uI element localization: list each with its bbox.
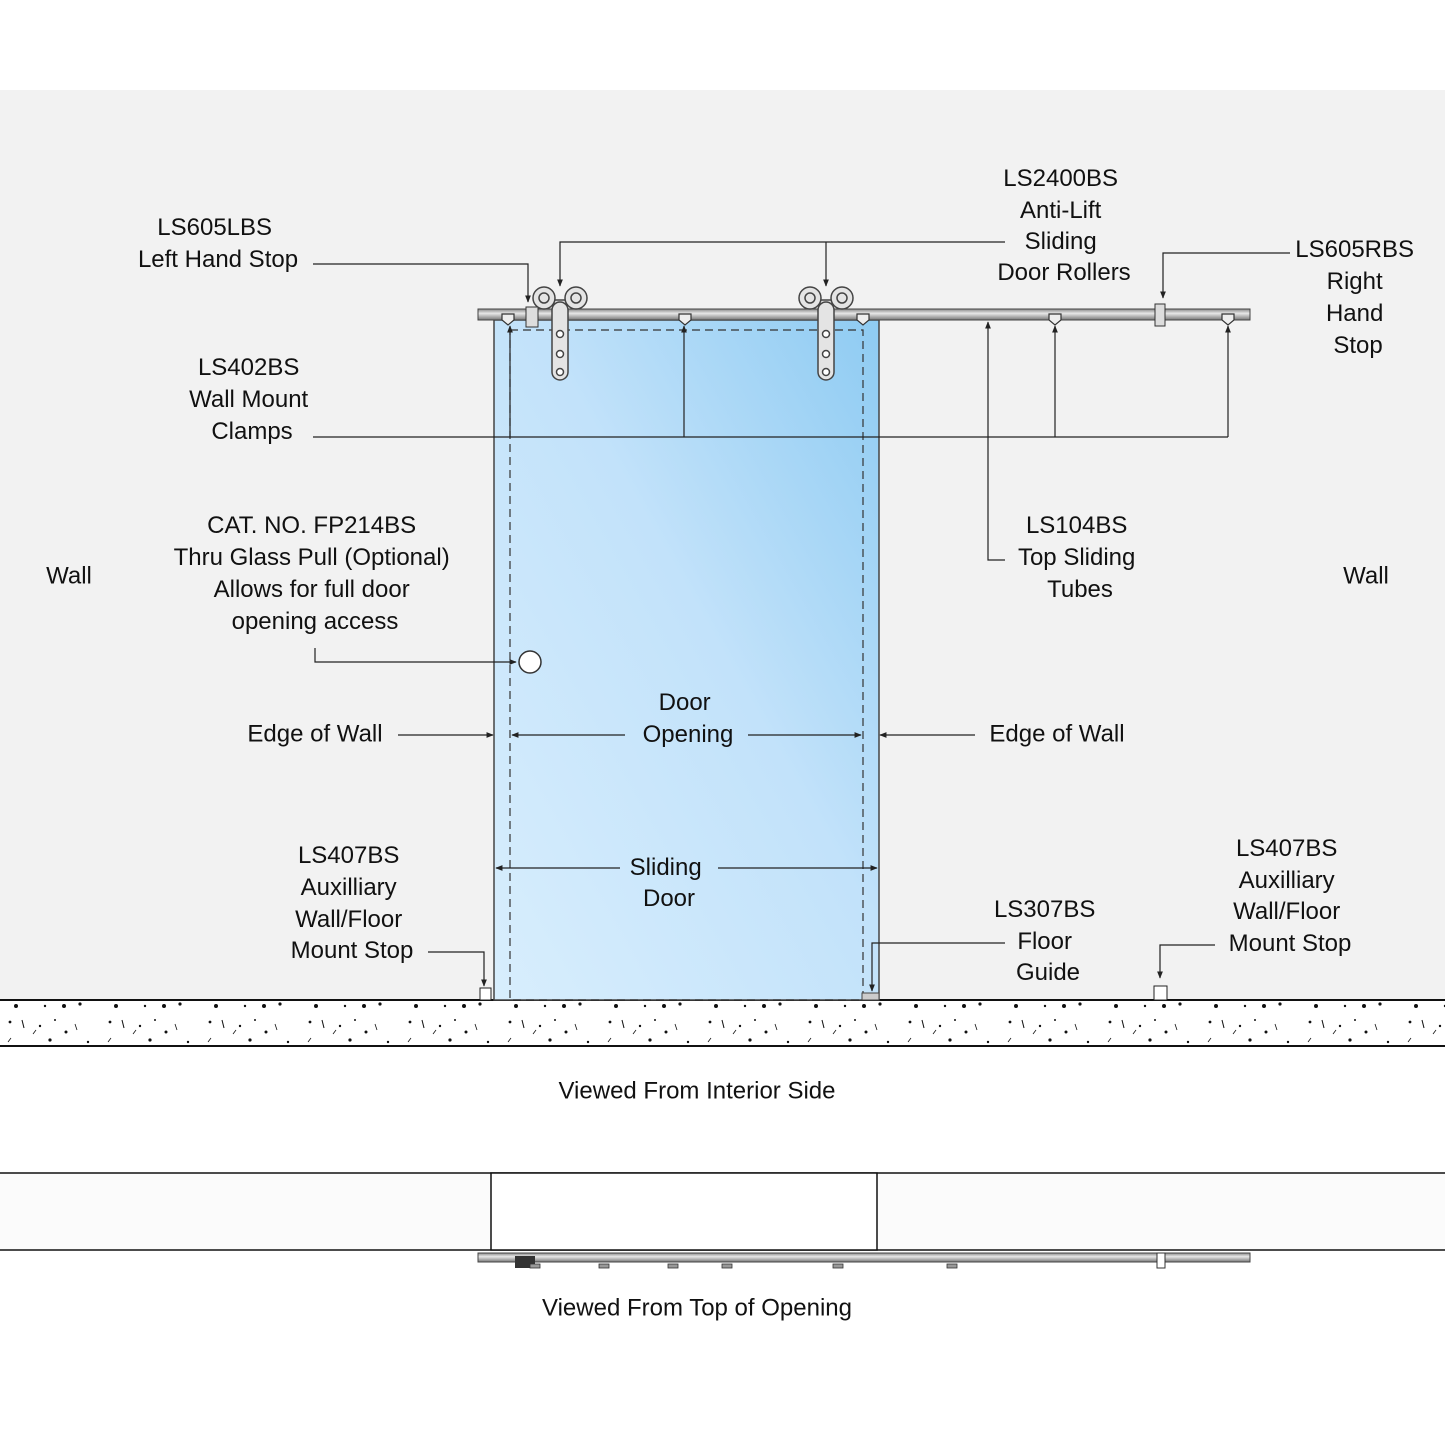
label-edge-of-wall-right: Edge of Wall: [989, 720, 1124, 747]
label-floor-guide: LS307BS Floor Guide: [994, 896, 1102, 986]
left-hand-stop: [525, 306, 539, 328]
door-pull: [518, 650, 542, 674]
label-wall-mount-clamps: LS402BS Wall Mount Clamps: [189, 354, 315, 445]
label-sliding-door: Sliding Door: [630, 854, 709, 912]
roller-right: [798, 286, 854, 381]
floor-guide: [861, 992, 880, 1001]
caption-top-view: Viewed From Top of Opening: [542, 1294, 852, 1321]
right-hand-stop: [1154, 303, 1166, 327]
aux-stop-left: [479, 987, 492, 1001]
top-view: [0, 1172, 1445, 1269]
aux-stop-right: [1153, 985, 1168, 1001]
label-door-opening: Door Opening: [643, 689, 734, 748]
floor: [0, 999, 1445, 1047]
glass-door: [493, 319, 880, 1001]
label-wall-left: Wall: [46, 562, 92, 589]
label-left-hand-stop: LS605LBS Left Hand Stop: [138, 214, 298, 273]
label-door-rollers: LS2400BS Anti-Lift Sliding Door Rollers: [997, 165, 1130, 286]
roller-left: [532, 286, 588, 381]
leader-lines: [313, 241, 1290, 992]
label-glass-pull: CAT. NO. FP214BS Thru Glass Pull (Option…: [174, 512, 457, 635]
label-edge-of-wall-left: Edge of Wall: [247, 720, 382, 747]
label-wall-right: Wall: [1343, 562, 1389, 589]
label-right-hand-stop: LS605RBS Right Hand Stop: [1295, 236, 1420, 359]
wall-mount-clamps: [501, 313, 1235, 326]
label-aux-stop-right: LS407BS Auxilliary Wall/Floor Mount Stop: [1229, 835, 1352, 957]
label-aux-stop-left: LS407BS Auxilliary Wall/Floor Mount Stop: [291, 842, 414, 964]
label-sliding-tubes: LS104BS Top Sliding Tubes: [1018, 512, 1142, 603]
caption-interior-view: Viewed From Interior Side: [558, 1077, 835, 1104]
